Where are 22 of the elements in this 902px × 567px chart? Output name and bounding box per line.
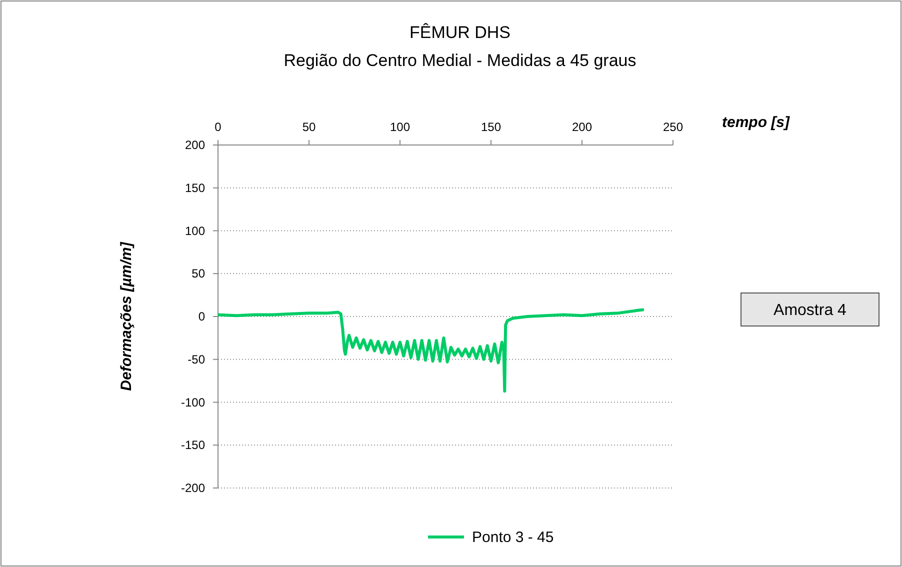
x-tick-label: 100	[390, 120, 410, 134]
y-tick-label: 100	[184, 224, 206, 238]
x-axis-title: tempo [s]	[722, 114, 791, 131]
x-tick-label: 250	[662, 120, 684, 134]
y-tick-label: -100	[180, 395, 206, 410]
legend-label: Ponto 3 - 45	[472, 529, 554, 546]
x-tick-label: 150	[480, 120, 502, 134]
x-tick-label: 200	[572, 120, 592, 134]
y-tick-label: -200	[180, 481, 206, 495]
y-axis-title: Deformações [µm/m]	[118, 241, 135, 391]
y-tick-label: 0	[198, 310, 206, 324]
chart-subtitle: Região do Centro Medial - Medidas a 45 graus	[284, 51, 636, 70]
line-series	[216, 308, 646, 393]
chart-title: FÊMUR DHS	[409, 23, 511, 42]
y-tick-label: 200	[184, 138, 206, 152]
text: Amostra 4	[774, 302, 847, 319]
y-tick-label: 150	[184, 180, 206, 195]
y-tick-label: -50	[188, 352, 206, 366]
y-tick-label: 50	[192, 266, 206, 281]
x-tick-label: 50	[302, 120, 316, 134]
x-tick-label: 0	[214, 120, 222, 134]
y-tick-label: -150	[180, 438, 206, 452]
